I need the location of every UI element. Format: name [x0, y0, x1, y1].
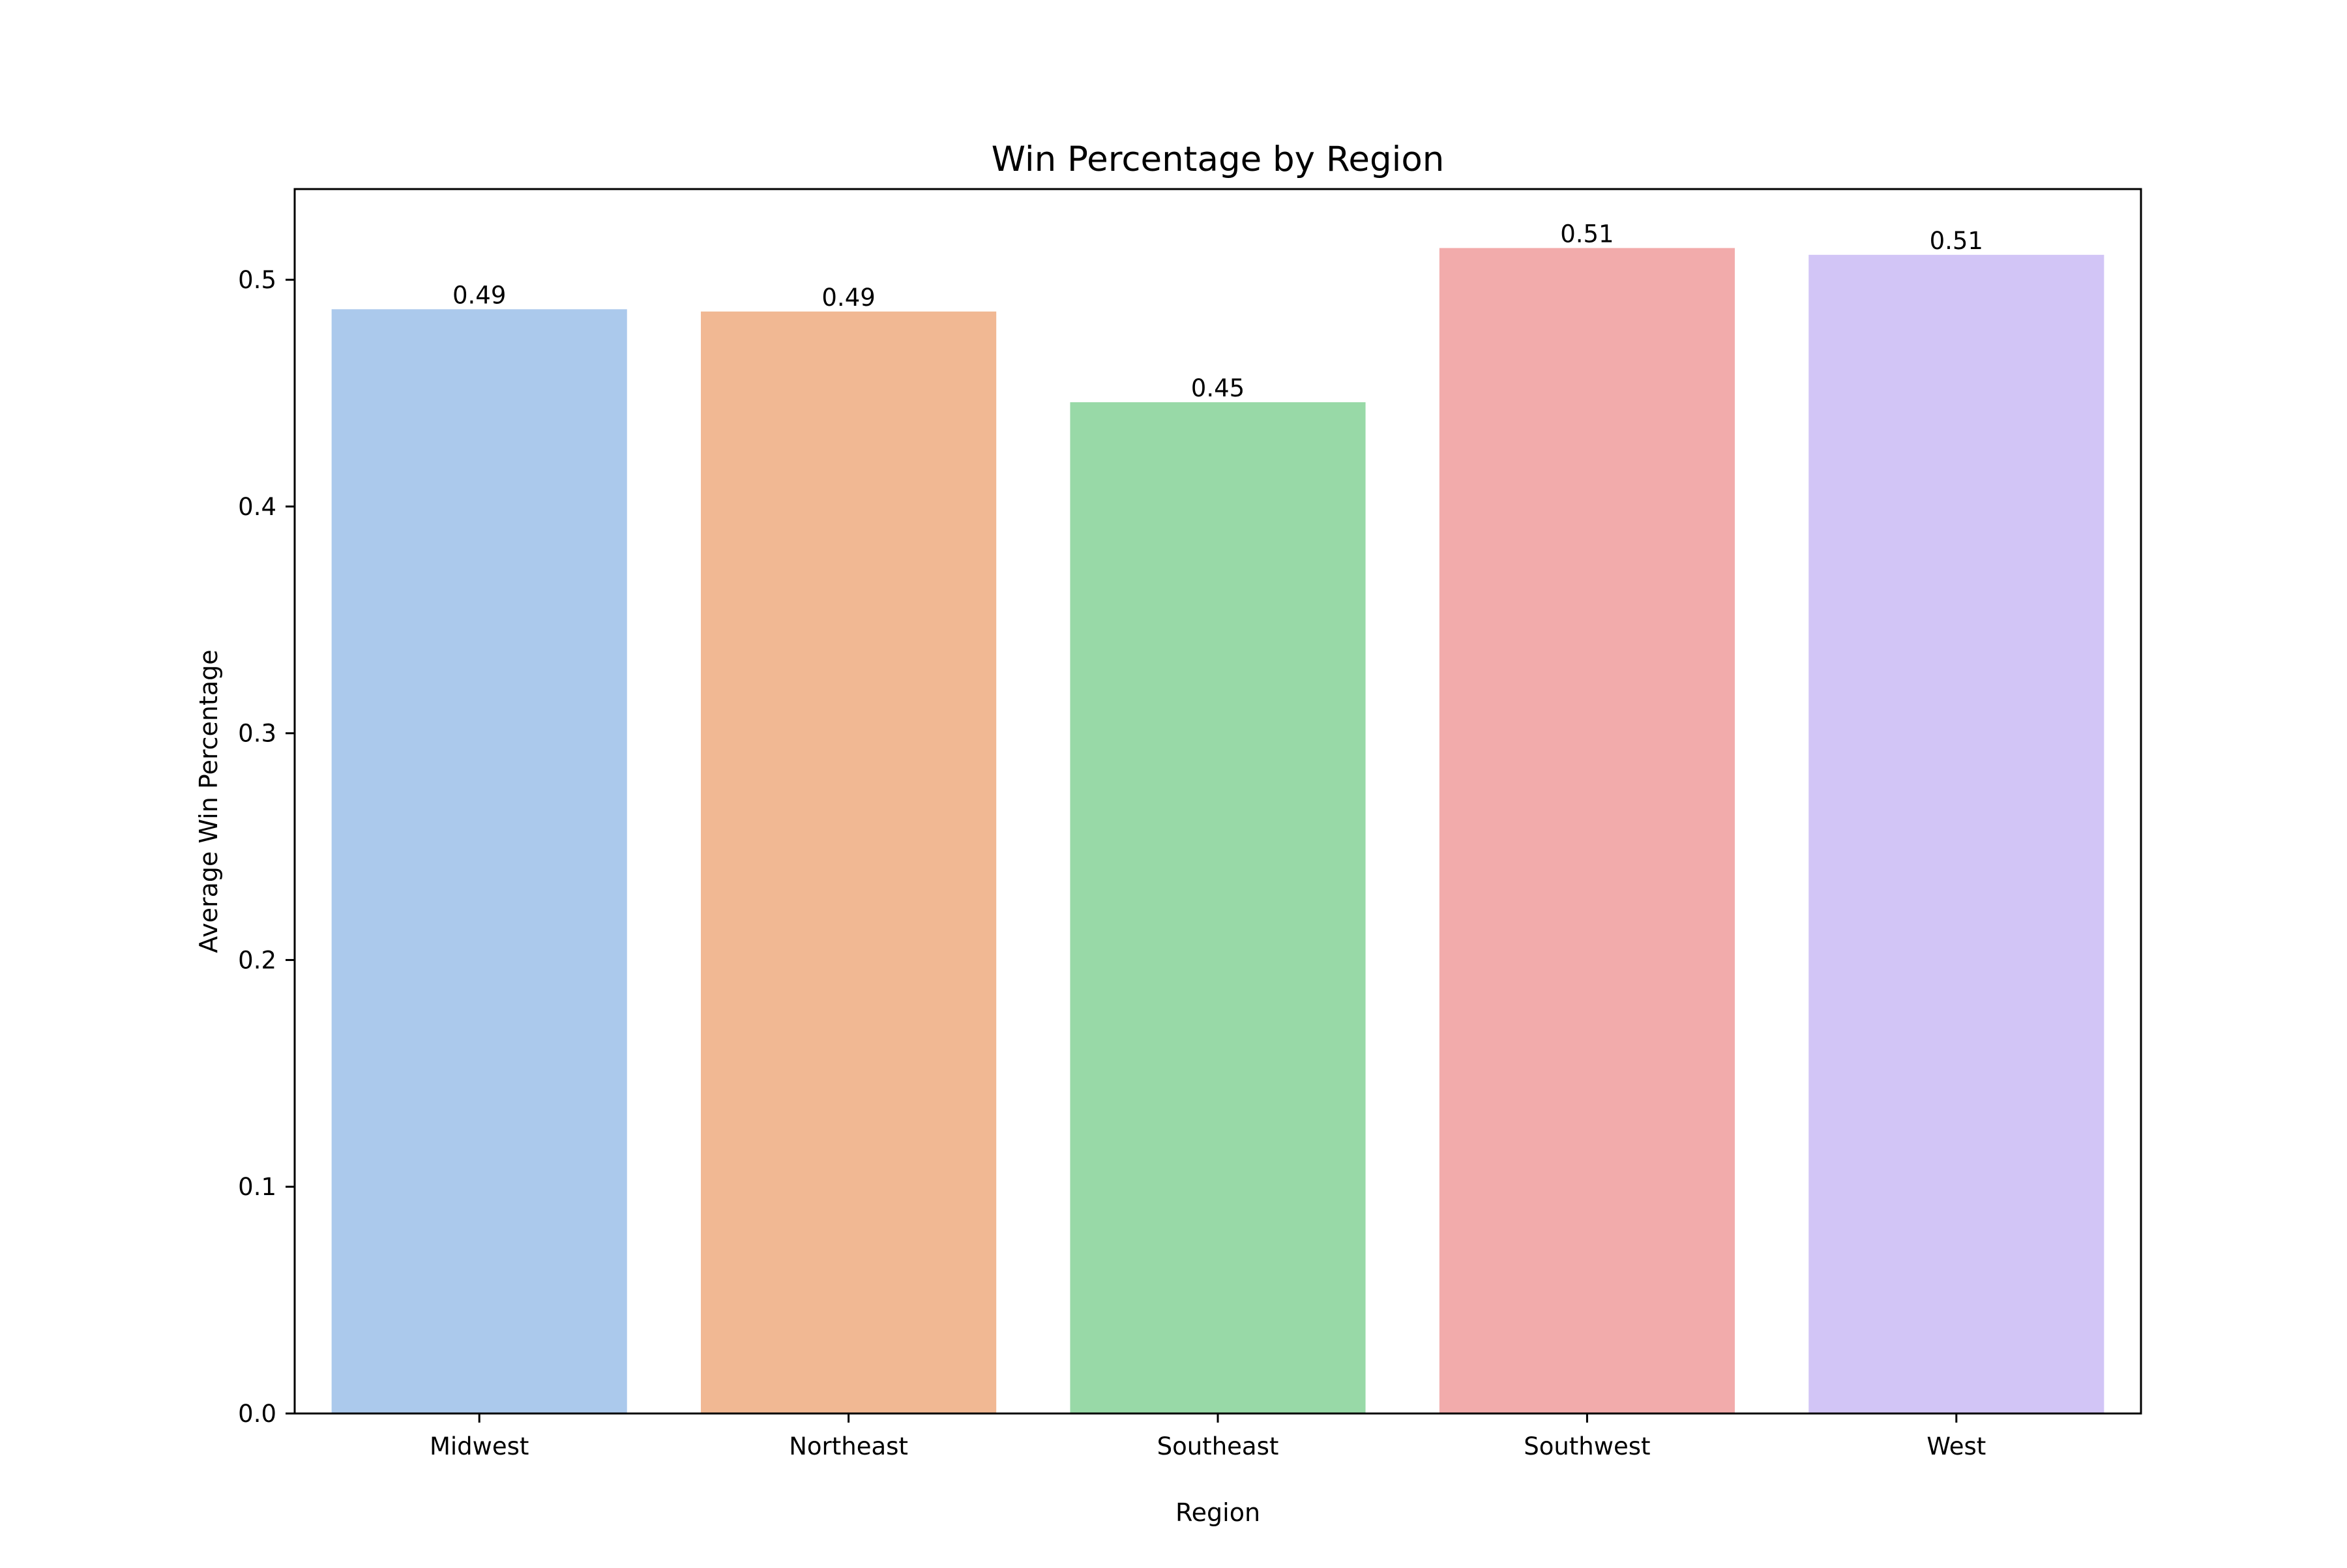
data-labels-layer: 0.49 0.49 0.45 0.51 0.51	[452, 220, 1983, 402]
y-tick-label-5: 0.5	[238, 266, 276, 294]
x-tick-label-southwest: Southwest	[1524, 1432, 1650, 1460]
chart-title: Win Percentage by Region	[992, 140, 1445, 179]
x-tick-label-midwest: Midwest	[430, 1432, 529, 1460]
bar-midwest	[331, 309, 627, 1413]
y-axis-label: Average Win Percentage	[194, 649, 223, 953]
data-label-midwest: 0.49	[452, 281, 506, 309]
x-tick-label-southeast: Southeast	[1157, 1432, 1279, 1460]
y-tick-label-0: 0.0	[238, 1400, 276, 1428]
bar-northeast	[701, 311, 997, 1413]
y-tick-label-4: 0.4	[238, 493, 276, 521]
plot-frame	[293, 188, 2142, 1415]
bar-west	[1808, 254, 2104, 1413]
data-label-southwest: 0.51	[1560, 220, 1614, 248]
x-axis-label: Region	[1175, 1498, 1260, 1527]
x-tick-label-west: West	[1926, 1432, 1986, 1460]
x-tick-label-northeast: Northeast	[789, 1432, 908, 1460]
data-label-southeast: 0.45	[1191, 374, 1245, 402]
bar-southwest	[1439, 248, 1735, 1413]
bars-layer	[331, 248, 2104, 1413]
y-tick-label-2: 0.2	[238, 946, 276, 974]
x-axis: Midwest Northeast Southeast Southwest West	[430, 1413, 1986, 1460]
bar-southeast	[1070, 402, 1366, 1413]
data-label-west: 0.51	[1930, 227, 1983, 255]
y-axis: 0.0 0.1 0.2 0.3 0.4 0.5	[238, 266, 295, 1428]
data-label-northeast: 0.49	[821, 284, 875, 312]
y-tick-label-1: 0.1	[238, 1173, 276, 1201]
y-tick-label-3: 0.3	[238, 720, 276, 748]
